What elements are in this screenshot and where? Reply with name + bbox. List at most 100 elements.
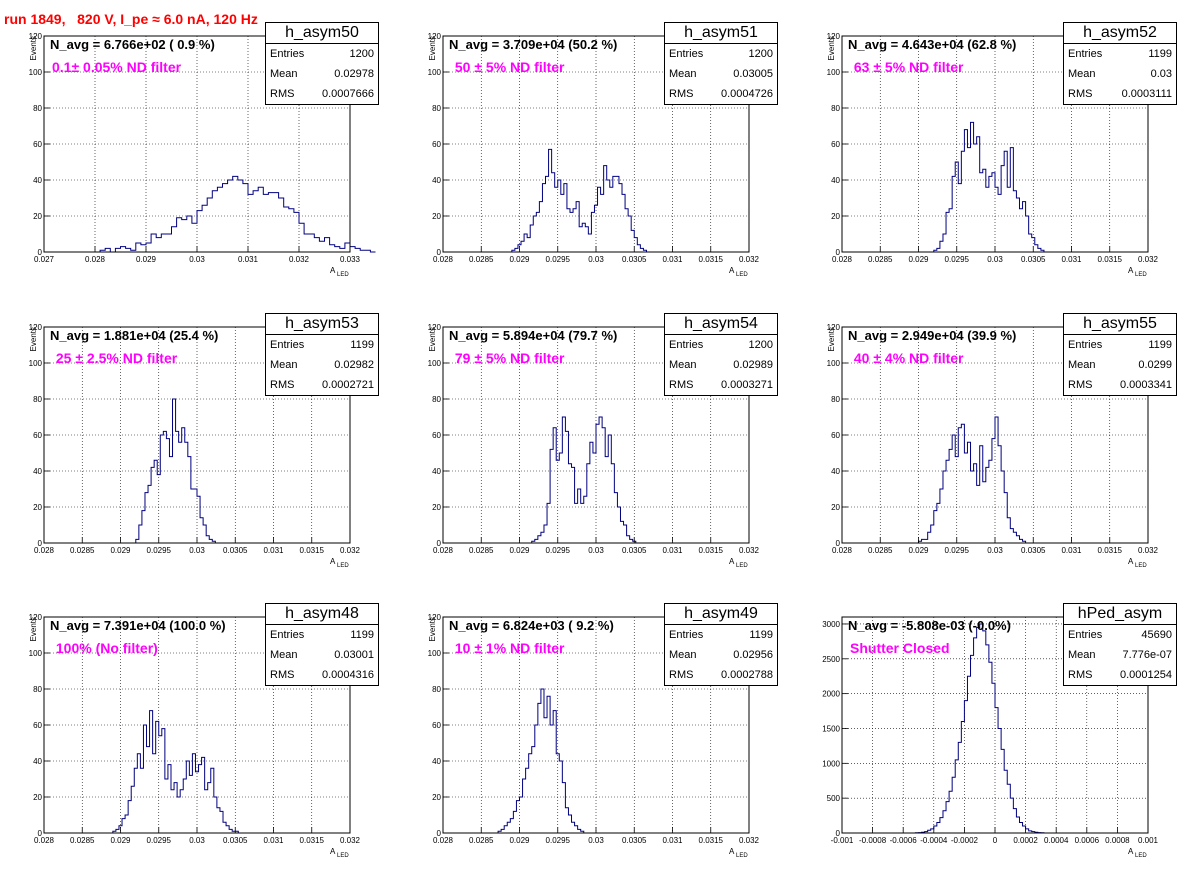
- y-tick-label: 0: [836, 248, 841, 257]
- x-tick-label: 0.0315: [300, 836, 325, 845]
- x-tick-label: 0.0315: [1098, 546, 1123, 555]
- histogram-bin: [279, 198, 284, 252]
- histogram-bins: [919, 417, 1026, 543]
- y-tick-label: 60: [33, 721, 42, 730]
- stats-value-rms: 0.0004726: [721, 84, 773, 104]
- x-tick-label: 0.0004: [1044, 836, 1069, 845]
- x-tick-label: 0.0002: [1013, 836, 1038, 845]
- y-tick-label: 60: [33, 431, 42, 440]
- histogram-bin: [925, 539, 928, 543]
- x-tick-label: 0.0285: [469, 836, 494, 845]
- stats-key-rms: RMS: [270, 665, 294, 685]
- x-tick-label: 0.031: [662, 546, 683, 555]
- histogram-bin: [182, 428, 185, 543]
- histogram-bin: [355, 248, 360, 252]
- y-tick-label: 20: [33, 793, 42, 802]
- y-tick-label: 100: [827, 359, 841, 368]
- x-tick-label: 0.032: [289, 255, 310, 264]
- histogram-bin: [314, 238, 319, 252]
- histogram-bin: [561, 194, 564, 252]
- y-tick-label: 2500: [822, 655, 840, 664]
- stats-value-mean: 0.02978: [334, 64, 374, 84]
- x-tick-label: 0.032: [739, 255, 760, 264]
- histogram-bin: [588, 234, 591, 252]
- histogram-bin: [159, 736, 162, 833]
- histogram-bin: [955, 457, 958, 543]
- histogram-bin: [172, 227, 177, 252]
- x-tick-label: 0.0295: [147, 546, 172, 555]
- x-tick-label: 0.03: [189, 836, 205, 845]
- x-tick-label: 0.0305: [622, 836, 647, 845]
- histogram-bin: [532, 747, 535, 833]
- histogram-bin: [248, 194, 253, 252]
- y-axis-title: Events: [827, 327, 836, 351]
- histogram-bin: [157, 475, 160, 543]
- histogram-bin: [187, 216, 192, 252]
- stats-value-entries: 1199: [350, 335, 374, 355]
- histogram-bin: [179, 442, 182, 543]
- stats-key-entries: Entries: [1068, 44, 1102, 64]
- histogram-bin: [579, 227, 582, 252]
- histogram-bin: [169, 457, 172, 543]
- stats-key-rms: RMS: [270, 375, 294, 395]
- n-avg-label: N_avg = 5.894e+04 (79.7 %): [449, 328, 617, 343]
- histogram-bin: [983, 482, 986, 543]
- stats-value-entries: 1199: [1148, 335, 1172, 355]
- x-axis-title: A: [330, 266, 336, 275]
- histogram-bin: [202, 205, 207, 252]
- filter-label: 50 ± 5% ND filter: [451, 59, 565, 75]
- x-tick-label: 0.029: [110, 546, 131, 555]
- y-tick-label: 100: [428, 68, 442, 77]
- x-tick-label: 0.0295: [945, 255, 970, 264]
- histogram-bin: [191, 489, 194, 543]
- histogram-bin: [977, 627, 980, 833]
- x-tick-label: 0.029: [509, 546, 530, 555]
- y-tick-label: 20: [33, 503, 42, 512]
- stats-value-rms: 0.0003341: [1120, 375, 1172, 395]
- stats-key-rms: RMS: [270, 84, 294, 104]
- stats-row-mean: Mean 0.02978: [266, 64, 378, 84]
- y-tick-label: 100: [29, 649, 43, 658]
- x-tick-label: 0.0305: [1021, 255, 1046, 264]
- x-axis-title-subscript: LED: [337, 563, 349, 569]
- y-tick-label: 20: [432, 212, 441, 221]
- stats-key-entries: Entries: [669, 44, 703, 64]
- x-tick-label: 0.032: [1138, 255, 1159, 264]
- x-axis-title-subscript: LED: [337, 272, 349, 278]
- histogram-bin: [555, 187, 558, 252]
- x-tick-label: 0.0305: [1021, 546, 1046, 555]
- x-tick-label: 0.031: [1061, 255, 1082, 264]
- y-tick-label: 40: [33, 176, 42, 185]
- histogram-name: h_asym49: [665, 604, 777, 625]
- histogram-bin: [223, 184, 228, 252]
- y-axis-title: Events: [29, 36, 38, 60]
- x-tick-label: 0.0285: [868, 546, 893, 555]
- histogram-bin: [299, 223, 304, 252]
- x-axis-title: A: [330, 557, 336, 566]
- stats-key-mean: Mean: [270, 64, 298, 84]
- histogram-bin: [1007, 187, 1010, 252]
- y-tick-label: 1500: [822, 724, 840, 733]
- y-tick-label: 80: [33, 685, 42, 694]
- y-tick-label: 100: [29, 359, 43, 368]
- y-tick-label: 500: [827, 794, 841, 803]
- x-axis-title: A: [1128, 847, 1134, 856]
- histogram-bin: [115, 248, 120, 252]
- filter-label: 63 ± 5% ND filter: [850, 59, 964, 75]
- histogram-bin: [964, 453, 967, 543]
- histogram-bin: [217, 187, 222, 252]
- histogram-bin: [949, 449, 952, 543]
- histogram-bin: [527, 238, 530, 252]
- filter-label: 0.1± 0.05% ND filter: [52, 59, 181, 75]
- y-tick-label: 40: [33, 757, 42, 766]
- x-axis-title: A: [330, 847, 336, 856]
